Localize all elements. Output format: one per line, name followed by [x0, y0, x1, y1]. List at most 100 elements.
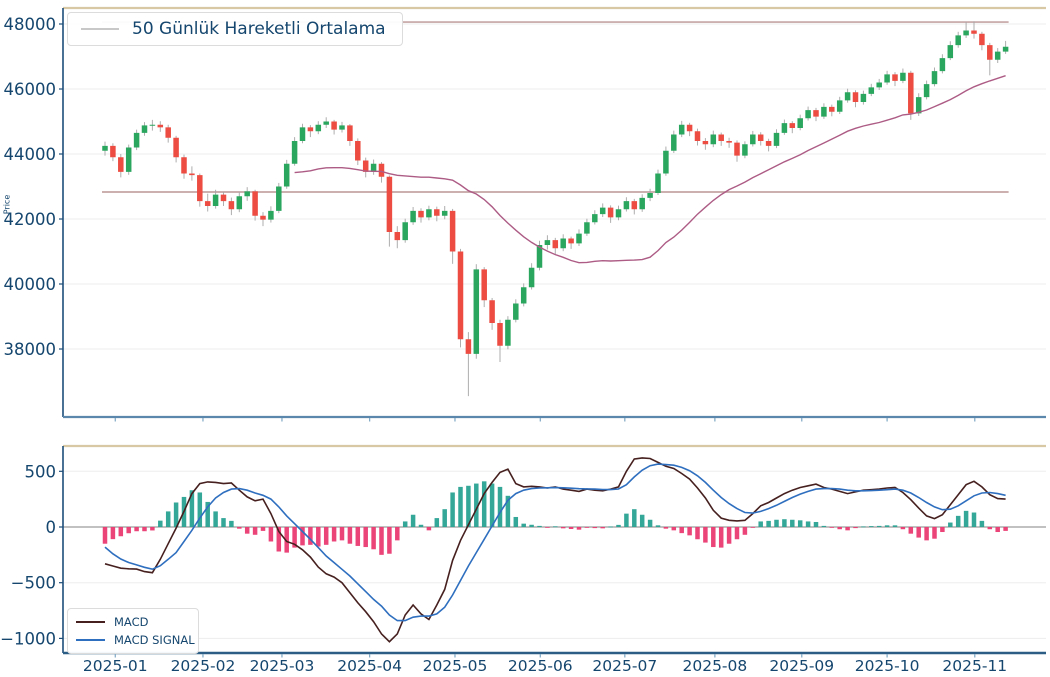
candle-body [987, 45, 993, 60]
macd-histogram-bar [323, 527, 329, 545]
macd-histogram-bar [213, 511, 218, 527]
candle-body [726, 141, 732, 143]
macd-histogram-bar [252, 527, 258, 535]
candle-body [615, 209, 622, 218]
macd-histogram-bar [584, 527, 590, 528]
macd-histogram-bar [244, 527, 250, 534]
price-ytick-label: 44000 [4, 145, 57, 164]
macd-histogram-bar [663, 527, 669, 529]
macd-histogram-bar [379, 527, 384, 555]
macd-histogram-bar [1003, 527, 1008, 531]
candle-body [520, 287, 527, 304]
candle-body [829, 106, 835, 112]
macd-histogram-bar [300, 527, 305, 546]
x-axis-tick-label: 2025-06 [508, 657, 573, 675]
candle-body [599, 207, 606, 215]
macd-histogram-bar [529, 524, 534, 527]
macd-histogram-bar [916, 527, 921, 538]
candle-body [394, 232, 401, 241]
candle-body [908, 72, 914, 114]
macd-line-sample [76, 621, 105, 623]
macd-histogram-bar [363, 527, 368, 548]
candle-body [671, 134, 677, 151]
candle-body [276, 186, 282, 211]
macd-histogram-bar [308, 527, 313, 545]
candle-body [718, 134, 724, 141]
x-axis-tick-label: 2025-09 [769, 657, 834, 675]
candle-body [813, 110, 819, 117]
candle-body [355, 141, 361, 161]
x-axis-tick-label: 2025-01 [83, 657, 148, 675]
macd-histogram-bar [711, 527, 716, 548]
macd-histogram-bar [592, 527, 598, 529]
candle-body [299, 127, 306, 141]
macd-histogram-bar [237, 527, 242, 529]
macd-histogram-bar [165, 511, 171, 527]
candle-body [489, 300, 495, 323]
candle-body [939, 58, 946, 72]
macd-histogram-bar [142, 527, 147, 532]
candle-body [915, 97, 922, 114]
macd-histogram-bar [647, 519, 653, 527]
macd-histogram-bar [805, 521, 811, 527]
macd-histogram-bar [347, 527, 353, 544]
macd-histogram-bar [821, 525, 827, 527]
ma-legend: 50 Günlük Hareketli Ortalama [67, 12, 403, 46]
macd-histogram-bar [331, 527, 337, 542]
macd-histogram-bar [790, 519, 795, 527]
candle-body [844, 92, 851, 101]
candle-body [860, 93, 867, 102]
macd-histogram-bar [963, 510, 969, 527]
candle-body [307, 127, 314, 132]
candle-body [441, 210, 448, 216]
macd-histogram-bar [553, 526, 558, 528]
candle-body [434, 209, 440, 216]
macd-histogram-bar [679, 527, 684, 534]
price-ytick-label: 46000 [4, 80, 57, 99]
macd-histogram-bar [639, 514, 645, 527]
macd-signal-legend-label: MACD SIGNAL [114, 633, 195, 647]
macd-histogram-bar [276, 527, 282, 552]
macd-histogram-bar [158, 520, 163, 527]
candle-body [212, 194, 219, 206]
macd-histogram-bar [126, 527, 131, 534]
macd-histogram-bar [632, 509, 637, 527]
macd-histogram-bar [505, 495, 511, 527]
candle-body [102, 145, 108, 151]
macd-histogram-bar [734, 527, 740, 540]
candle-body [663, 150, 669, 174]
macd-histogram-bar [474, 483, 479, 527]
candle-body [900, 72, 906, 81]
macd-histogram-bar [718, 527, 724, 548]
macd-histogram-bar [932, 527, 937, 539]
candle-body [497, 323, 503, 346]
candle-body [836, 100, 843, 112]
macd-signal-legend-row: MACD SIGNAL [76, 633, 195, 647]
candle-body [750, 134, 756, 145]
candle-body [268, 210, 274, 220]
macd-histogram-bar [695, 527, 700, 540]
candle-body [133, 132, 140, 148]
candle-body [655, 173, 661, 193]
macd-histogram-bar [497, 486, 503, 527]
candle-body [884, 74, 890, 83]
candle-body [118, 157, 124, 172]
candle-body [347, 125, 353, 141]
candle-body [923, 84, 930, 98]
candle-body [702, 141, 709, 145]
macd-histogram-bar [402, 521, 408, 527]
macd-histogram-bar [426, 527, 432, 531]
candle-body [931, 71, 938, 85]
candle-body [125, 147, 132, 172]
candle-body [821, 106, 827, 117]
macd-histogram-bar [418, 524, 424, 527]
candle-body [157, 124, 164, 128]
x-axis-tick-label: 2025-10 [855, 657, 920, 675]
candle-body [544, 240, 551, 245]
macd-histogram-bar [150, 527, 155, 531]
ma-legend-line-sample [81, 28, 119, 30]
macd-histogram-bar [450, 492, 455, 527]
macd-histogram-bar [837, 527, 842, 530]
candle-body [465, 339, 472, 354]
